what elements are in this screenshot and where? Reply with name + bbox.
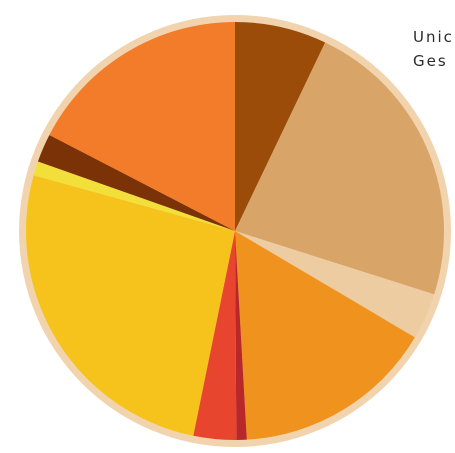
pie-slice [193,231,237,440]
annotation: Ges [413,52,448,70]
annotation: Unic [413,28,454,46]
pie-slice [26,175,236,436]
pie [26,22,444,440]
pie-slice [235,22,326,231]
pie-slice [235,231,415,440]
pie-slice [235,231,435,338]
pie-slice [49,22,235,231]
pie-slice [235,42,444,295]
pie-slice [235,231,247,440]
pie-slice [33,161,235,231]
pie-slice [37,134,235,231]
